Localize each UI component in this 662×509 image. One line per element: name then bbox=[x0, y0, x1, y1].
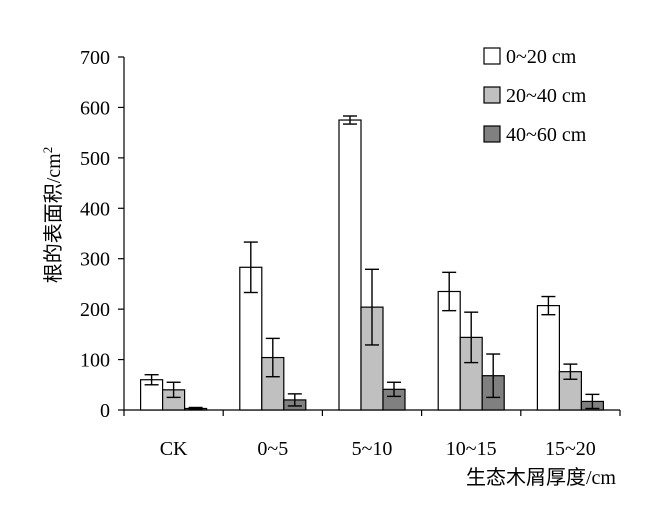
y-tick-label: 200 bbox=[80, 299, 110, 321]
error-bar bbox=[464, 311, 479, 364]
error-bar bbox=[243, 241, 258, 294]
error-bar bbox=[541, 295, 556, 316]
error-bar bbox=[365, 268, 379, 346]
error-bar bbox=[188, 406, 203, 411]
legend-swatch bbox=[483, 86, 501, 104]
error-bar bbox=[442, 271, 457, 312]
legend-swatch bbox=[483, 125, 501, 143]
bars bbox=[140, 115, 605, 411]
y-axis-label: 根的表面积/cm2 bbox=[40, 147, 65, 284]
legend-item: 20~40 cm bbox=[483, 85, 587, 107]
error-bar bbox=[387, 381, 401, 398]
x-tick-label: 5~10 bbox=[352, 438, 393, 460]
x-tick-label: 10~15 bbox=[446, 438, 497, 460]
bar bbox=[338, 119, 362, 411]
y-tick-label: 0 bbox=[100, 400, 110, 422]
error-bar bbox=[563, 363, 578, 380]
y-tick-label: 700 bbox=[80, 47, 110, 69]
error-bar bbox=[265, 337, 280, 378]
axes: 0 100 200 300 400 500 600 700 CK 0~5 5~10 10~15 15~2… bbox=[80, 47, 621, 460]
error-bar bbox=[343, 115, 357, 125]
legend-label: 20~40 cm bbox=[506, 85, 587, 107]
x-tick-label: 15~20 bbox=[545, 438, 596, 460]
y-tick-label: 600 bbox=[80, 97, 110, 119]
x-axis-label: 生态木屑厚度/cm bbox=[466, 466, 616, 489]
y-tick-label: 300 bbox=[80, 249, 110, 271]
y-tick-label: 100 bbox=[80, 350, 110, 372]
x-tick-label: CK bbox=[160, 438, 188, 460]
legend-item: 40~60 cm bbox=[483, 124, 587, 146]
error-bar bbox=[144, 374, 159, 386]
legend-label: 0~20 cm bbox=[506, 46, 577, 68]
legend: 0~20 cm 20~40 cm 40~60 cm bbox=[483, 46, 587, 146]
legend-item: 0~20 cm bbox=[483, 46, 577, 68]
error-bar bbox=[585, 393, 600, 410]
error-bar bbox=[166, 381, 181, 399]
x-tick-label: 0~5 bbox=[257, 438, 288, 460]
y-tick-label: 500 bbox=[80, 148, 110, 170]
legend-label: 40~60 cm bbox=[506, 124, 587, 146]
bar bbox=[536, 305, 561, 411]
y-tick-label: 400 bbox=[80, 198, 110, 220]
error-bar bbox=[287, 393, 302, 407]
error-bar bbox=[486, 353, 501, 399]
legend-swatch bbox=[483, 47, 501, 65]
